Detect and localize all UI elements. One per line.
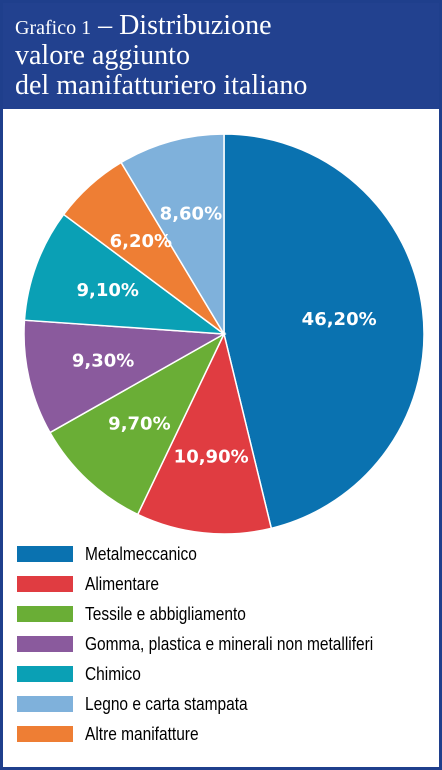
pie-chart: 46,20% 10,90%9,70% 9,30% 9,10% 6,20% 8,60%: [23, 133, 425, 535]
pie-slice-4: [23, 213, 227, 335]
pie-slice-label-0: 46,20%: [302, 309, 377, 330]
legend-swatch-1: [17, 576, 73, 592]
pie-slice-2: [48, 332, 226, 516]
legend-swatch-0: [17, 546, 73, 562]
legend-label-5: Legno e carta stampata: [85, 694, 248, 714]
pie-slice-1: [136, 331, 273, 535]
pie-slice-6: [120, 133, 225, 337]
chart-title-line-2: valore aggiunto: [15, 40, 190, 71]
legend-item-3: Gomma, plastica e minerali non metallife…: [17, 633, 437, 655]
chart-title-dash: –: [98, 10, 113, 41]
pie-slice-label-6: 8,60%: [160, 203, 222, 224]
legend-item-2: Tessile e abbigliamento: [17, 603, 437, 625]
legend-label-1: Alimentare: [85, 574, 160, 594]
pie-slice-label-1: 10,90%: [174, 446, 249, 467]
pie-slice-0: [223, 133, 425, 530]
legend-swatch-2: [17, 606, 73, 622]
pie-slice-label-5: 6,20%: [110, 231, 172, 252]
legend-label-4: Chimico: [85, 664, 141, 684]
legend-swatch-6: [17, 726, 73, 742]
chart-title-text-1: Distribuzione: [119, 10, 272, 41]
legend-label-0: Metalmeccanico: [85, 544, 197, 564]
legend-swatch-5: [17, 696, 73, 712]
pie-slice-3: [23, 319, 227, 434]
legend-swatch-3: [17, 636, 73, 652]
chart-header: Grafico 1 – Distribuzione valore aggiunt…: [3, 3, 439, 109]
legend-swatch-4: [17, 666, 73, 682]
pie-slice-label-4: 9,10%: [77, 280, 139, 301]
chart-title-prefix: Grafico 1: [15, 17, 92, 39]
legend-item-4: Chimico: [17, 663, 437, 685]
legend-item-6: Altre manifatture: [17, 723, 437, 745]
legend-label-2: Tessile e abbigliamento: [85, 604, 246, 624]
legend-label-3: Gomma, plastica e minerali non metallife…: [85, 634, 374, 654]
pie-slice-label-2: 9,70%: [108, 414, 170, 435]
legend-item-5: Legno e carta stampata: [17, 693, 437, 715]
legend-label-6: Altre manifatture: [85, 724, 199, 744]
chart-title-line-3: del manifatturiero italiano: [15, 70, 308, 101]
pie-slice-label-3: 9,30%: [72, 350, 134, 371]
legend-item-1: Alimentare: [17, 573, 437, 595]
legend-item-0: Metalmeccanico: [17, 543, 437, 565]
chart-title-line-1: Grafico 1 – Distribuzione: [15, 11, 272, 43]
